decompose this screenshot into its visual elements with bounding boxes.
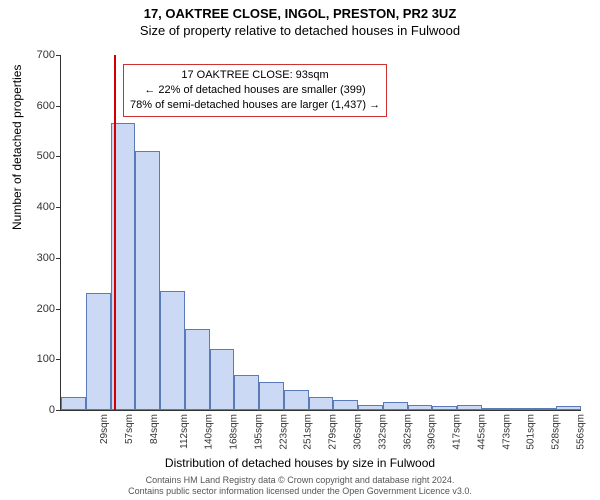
x-tick-label: 445sqm — [476, 414, 487, 450]
footer-line1: Contains HM Land Registry data © Crown c… — [0, 475, 600, 486]
histogram-bar — [284, 390, 309, 410]
x-tick-label: 501sqm — [526, 414, 537, 450]
histogram-bar — [86, 293, 111, 410]
x-tick-label: 556sqm — [575, 414, 586, 450]
histogram-bar — [234, 375, 259, 411]
histogram-bar — [531, 408, 556, 410]
histogram-bar — [160, 291, 185, 410]
histogram-bar — [185, 329, 210, 410]
histogram-bar — [556, 406, 581, 410]
histogram-bar — [135, 151, 160, 410]
histogram-bar — [259, 382, 284, 410]
footer-attribution: Contains HM Land Registry data © Crown c… — [0, 475, 600, 497]
x-tick-label: 112sqm — [179, 414, 190, 449]
y-tick-mark — [56, 258, 61, 259]
annotation-line: ← 22% of detached houses are smaller (39… — [130, 83, 380, 98]
histogram-bar — [358, 405, 383, 410]
histogram-bar — [482, 408, 507, 410]
histogram-bar — [457, 405, 482, 410]
y-tick-mark — [56, 55, 61, 56]
x-tick-label: 473sqm — [501, 414, 512, 450]
x-axis-label: Distribution of detached houses by size … — [0, 456, 600, 470]
histogram-bar — [309, 397, 334, 410]
x-tick-label: 390sqm — [427, 414, 438, 450]
x-tick-label: 195sqm — [254, 414, 265, 450]
histogram-bar — [507, 408, 532, 410]
x-tick-label: 84sqm — [149, 414, 160, 444]
y-tick-mark — [56, 207, 61, 208]
chart-title-main: 17, OAKTREE CLOSE, INGOL, PRESTON, PR2 3… — [0, 0, 600, 21]
footer-line2: Contains public sector information licen… — [0, 486, 600, 497]
y-tick-mark — [56, 156, 61, 157]
x-tick-label: 29sqm — [99, 414, 110, 444]
x-tick-label: 140sqm — [204, 414, 215, 450]
x-tick-label: 251sqm — [303, 414, 314, 450]
chart-title-sub: Size of property relative to detached ho… — [0, 21, 600, 38]
histogram-bar — [210, 349, 235, 410]
property-marker-line — [114, 55, 116, 410]
y-tick-mark — [56, 309, 61, 310]
x-tick-label: 417sqm — [452, 414, 463, 450]
x-tick-label: 306sqm — [353, 414, 364, 450]
plot-area: 010020030040050060070029sqm57sqm84sqm112… — [60, 55, 581, 411]
annotation-box: 17 OAKTREE CLOSE: 93sqm← 22% of detached… — [123, 64, 387, 117]
x-tick-label: 57sqm — [124, 414, 135, 444]
x-tick-label: 223sqm — [278, 414, 289, 450]
chart-container: 17, OAKTREE CLOSE, INGOL, PRESTON, PR2 3… — [0, 0, 600, 500]
y-tick-mark — [56, 106, 61, 107]
x-tick-label: 528sqm — [551, 414, 562, 450]
x-tick-label: 362sqm — [402, 414, 413, 450]
y-axis-label: Number of detached properties — [10, 65, 24, 230]
histogram-bar — [383, 402, 408, 410]
y-tick-mark — [56, 359, 61, 360]
x-tick-label: 168sqm — [229, 414, 240, 450]
x-tick-label: 279sqm — [328, 414, 339, 450]
annotation-line: 17 OAKTREE CLOSE: 93sqm — [130, 68, 380, 83]
x-tick-label: 332sqm — [377, 414, 388, 450]
histogram-bar — [408, 405, 433, 410]
annotation-line: 78% of semi-detached houses are larger (… — [130, 98, 380, 113]
y-tick-mark — [56, 410, 61, 411]
histogram-bar — [333, 400, 358, 410]
histogram-bar — [61, 397, 86, 410]
histogram-bar — [432, 406, 457, 410]
